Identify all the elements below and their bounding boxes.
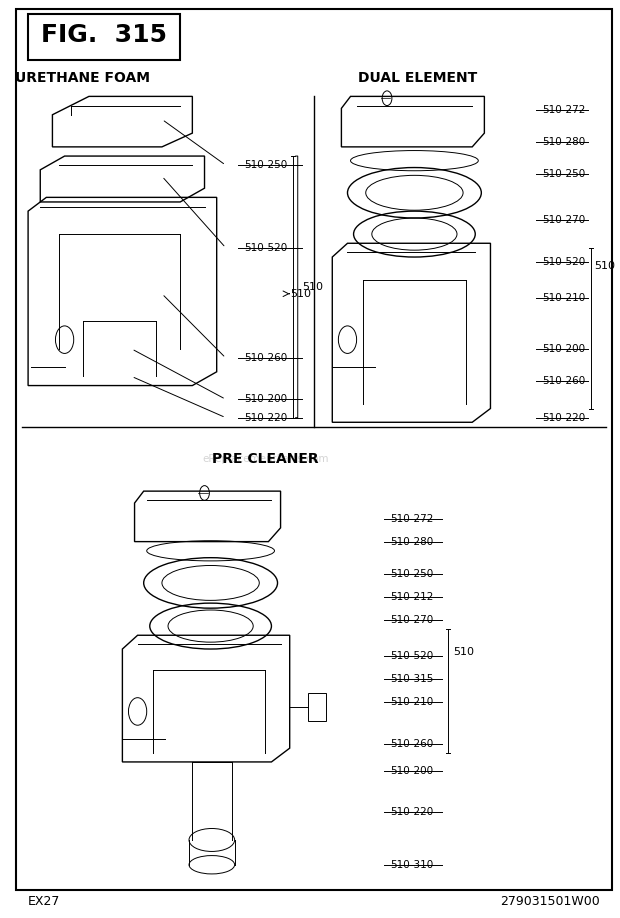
Text: 510: 510: [302, 283, 323, 292]
Text: PRE CLEANER: PRE CLEANER: [212, 452, 319, 466]
Text: 510-272: 510-272: [542, 106, 585, 115]
Text: 510-270: 510-270: [390, 615, 433, 624]
Text: 510-272: 510-272: [390, 514, 433, 523]
Text: 510-520: 510-520: [390, 652, 433, 661]
Text: 510-280: 510-280: [542, 138, 585, 147]
Text: 510-200: 510-200: [542, 344, 585, 353]
Text: 510-260: 510-260: [542, 376, 585, 386]
Text: 510-280: 510-280: [390, 537, 433, 546]
Text: DUAL ELEMENT: DUAL ELEMENT: [358, 71, 477, 85]
Text: 510-220: 510-220: [542, 413, 585, 422]
Text: 510-310: 510-310: [390, 860, 433, 869]
FancyBboxPatch shape: [28, 14, 180, 60]
Text: 510-250: 510-250: [390, 569, 433, 578]
Text: 510-210: 510-210: [542, 294, 585, 303]
Text: 510-212: 510-212: [390, 592, 433, 601]
Text: 510-200: 510-200: [390, 767, 433, 776]
Text: 510-315: 510-315: [390, 675, 433, 684]
Text: 510-520: 510-520: [244, 243, 287, 252]
Text: 510: 510: [594, 262, 615, 271]
Text: 279031501W00: 279031501W00: [500, 895, 600, 908]
Text: EX27: EX27: [28, 895, 61, 908]
Text: 510: 510: [290, 289, 311, 298]
Text: 510-250: 510-250: [542, 170, 585, 179]
Text: 510-520: 510-520: [542, 257, 585, 266]
Text: URETHANE FOAM: URETHANE FOAM: [16, 71, 150, 85]
Text: FIG.  315: FIG. 315: [41, 23, 167, 47]
Text: 510-220: 510-220: [244, 413, 287, 422]
Text: 510-260: 510-260: [244, 353, 287, 363]
Text: 510: 510: [453, 647, 474, 656]
Text: 510-200: 510-200: [244, 395, 287, 404]
Text: 510-260: 510-260: [390, 739, 433, 748]
Text: 510-270: 510-270: [542, 216, 585, 225]
FancyBboxPatch shape: [308, 693, 326, 721]
Text: eReplacementParts.com: eReplacementParts.com: [202, 454, 329, 464]
Text: 510-210: 510-210: [390, 698, 433, 707]
Text: 510-250: 510-250: [244, 161, 287, 170]
Text: 510-220: 510-220: [390, 808, 433, 817]
FancyBboxPatch shape: [16, 9, 612, 890]
